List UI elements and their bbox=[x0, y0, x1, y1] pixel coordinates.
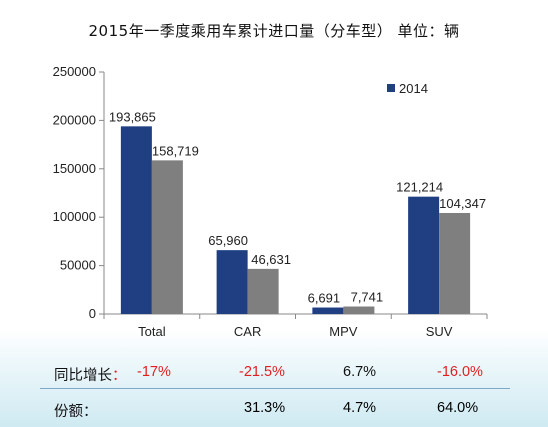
x-category-label: SUV bbox=[426, 324, 453, 339]
data-label: 7,741 bbox=[351, 290, 384, 305]
data-label: 158,719 bbox=[152, 143, 199, 158]
data-label: 104,347 bbox=[439, 196, 486, 211]
growth-car: -21.5% bbox=[239, 364, 285, 380]
y-tick-label: 200000 bbox=[53, 112, 96, 127]
y-tick-label: 0 bbox=[89, 306, 96, 321]
data-label: 6,691 bbox=[308, 291, 341, 306]
growth-label: 同比增长： bbox=[54, 368, 127, 384]
data-label: 46,631 bbox=[251, 252, 291, 267]
bar bbox=[120, 126, 152, 314]
growth-suv: -16.0% bbox=[437, 364, 483, 380]
data-label: 193,865 bbox=[109, 109, 156, 124]
x-category-label: MPV bbox=[329, 324, 358, 339]
y-tick-label: 250000 bbox=[53, 64, 96, 79]
x-category-label: Total bbox=[138, 324, 166, 339]
y-tick-label: 150000 bbox=[53, 161, 96, 176]
share-suv: 64.0% bbox=[437, 400, 479, 416]
bar bbox=[343, 306, 375, 314]
bar bbox=[312, 307, 344, 314]
bar-chart: 0 50000 100000 150000 200000 250000 Total 193,8… bbox=[53, 64, 488, 339]
bar bbox=[151, 160, 183, 314]
legend-label-2014: 2014 bbox=[399, 81, 428, 96]
chart-title: 2015年一季度乘用车累计进口量（分车型） 单位：辆 bbox=[88, 22, 460, 40]
data-label: 121,214 bbox=[396, 180, 443, 195]
share-row: 份额： 31.3% 4.7% 64.0% bbox=[0, 400, 548, 426]
growth-mpv: 6.7% bbox=[343, 364, 377, 380]
bar bbox=[439, 212, 471, 314]
y-tick-label: 100000 bbox=[53, 209, 96, 224]
share-label: 份额： bbox=[54, 404, 98, 420]
data-label: 65,960 bbox=[208, 233, 248, 248]
table-divider bbox=[40, 388, 510, 389]
growth-total: -17% bbox=[137, 364, 171, 380]
bar bbox=[247, 268, 279, 314]
share-mpv: 4.7% bbox=[343, 400, 377, 416]
x-category-label: CAR bbox=[234, 324, 261, 339]
share-car: 31.3% bbox=[244, 400, 286, 416]
y-tick-label: 50000 bbox=[60, 258, 96, 273]
bar bbox=[216, 250, 248, 314]
growth-row: 同比增长： -17% -21.5% 6.7% -16.0% bbox=[0, 364, 548, 390]
bar bbox=[408, 196, 440, 314]
legend-swatch-2014 bbox=[387, 84, 395, 92]
